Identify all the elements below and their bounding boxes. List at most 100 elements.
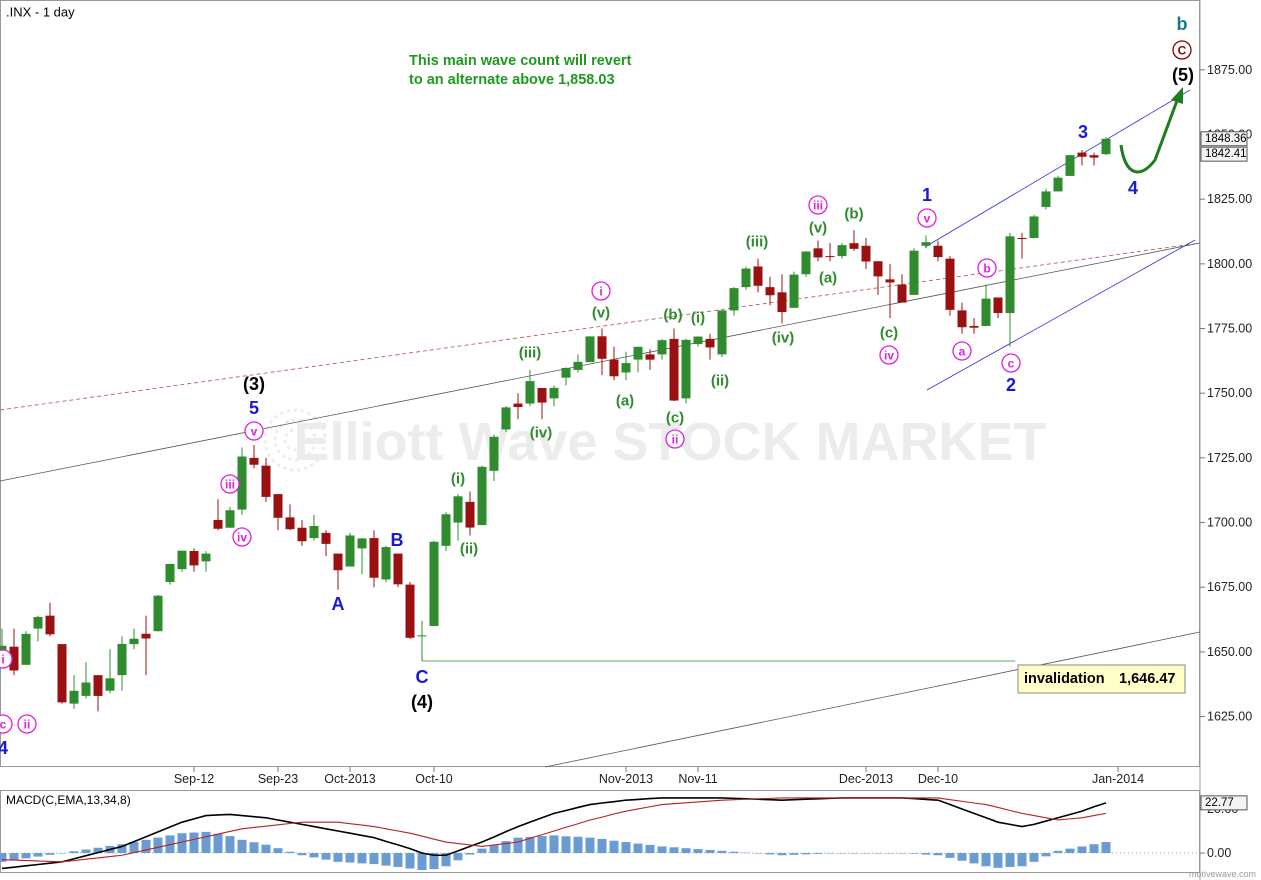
wave-label: (v) — [809, 220, 827, 237]
candle-body — [597, 336, 607, 359]
wave-label: (3) — [243, 374, 265, 394]
histogram-bar — [129, 842, 139, 854]
wave-label: (c) — [880, 325, 898, 342]
histogram-bar — [609, 840, 619, 854]
candle-body — [321, 532, 331, 544]
wave-label: 4 — [0, 738, 8, 758]
annotation-circle — [665, 429, 685, 449]
histogram-bar — [237, 839, 247, 854]
last-price: 1848.36 — [1205, 133, 1247, 145]
candle-body — [21, 633, 31, 665]
wave-label: 2 — [1006, 375, 1016, 395]
histogram-bar — [309, 853, 319, 858]
candle-body — [849, 243, 859, 249]
annotation-circle — [244, 421, 264, 441]
histogram-bar — [693, 849, 703, 854]
candle-body — [273, 494, 283, 518]
y-tick-label: 0.00 — [1207, 846, 1231, 860]
histogram-bar — [1017, 853, 1027, 867]
candle-body — [633, 346, 643, 360]
x-tick-label: Nov-11 — [678, 772, 717, 786]
candle-body — [621, 363, 631, 373]
candle-body — [921, 242, 931, 246]
histogram-bar — [801, 853, 811, 855]
candle-body — [333, 553, 343, 571]
wave-label: (b) — [844, 206, 863, 223]
x-tick-label: Oct-2013 — [324, 772, 375, 786]
candle-body — [357, 538, 367, 549]
channel-upper — [924, 89, 1191, 248]
candle-body — [9, 646, 19, 671]
open-price-box — [1200, 146, 1248, 162]
annotation-circle — [808, 195, 828, 215]
histogram-bar — [741, 852, 751, 854]
histogram-bar — [477, 848, 487, 854]
macd-title: MACD(C,EMA,13,34,8) — [6, 793, 131, 807]
candle-body — [81, 682, 91, 696]
y-tick-label: 1750.00 — [1207, 386, 1252, 400]
wave-label: (b) — [663, 307, 682, 324]
wave-label: C — [416, 667, 429, 687]
histogram-bar — [465, 853, 475, 855]
histogram-bar — [549, 835, 559, 854]
wave-label: a — [959, 345, 966, 359]
annotation-circle — [220, 474, 240, 494]
histogram-bar — [717, 850, 727, 854]
wave-label: (a) — [616, 393, 634, 410]
y-tick-label: 1650.00 — [1207, 645, 1252, 659]
wave-label: i — [599, 285, 602, 299]
histogram-bar — [81, 849, 91, 854]
histogram-bar — [441, 853, 451, 867]
footer: motivewave.com — [1189, 869, 1256, 879]
candle-body — [1029, 216, 1039, 238]
histogram-bar — [93, 847, 103, 854]
invalidation-box — [1017, 664, 1186, 694]
histogram-bar — [369, 853, 379, 865]
annotation-circle — [17, 714, 37, 734]
histogram-bar — [945, 853, 955, 858]
histogram-bar — [225, 836, 235, 854]
candle-body — [345, 535, 355, 567]
histogram-bar — [249, 842, 259, 854]
histogram-bar — [933, 853, 943, 856]
histogram-bar — [789, 853, 799, 855]
histogram-bar — [633, 843, 643, 854]
candle-body — [1101, 138, 1111, 155]
wave-label: v — [251, 425, 258, 439]
histogram-bar — [1041, 853, 1051, 857]
candle-body — [513, 403, 523, 408]
x-tick-label: Oct-10 — [415, 772, 453, 786]
histogram-bar — [705, 849, 715, 854]
histogram-bar — [261, 844, 271, 854]
candle-body — [561, 367, 571, 378]
y-tick-label: 1825.00 — [1207, 192, 1252, 206]
y-tick-label: 1875.00 — [1207, 63, 1252, 77]
wave-label: iv — [884, 349, 894, 363]
candle-body — [45, 615, 55, 635]
histogram-bar — [993, 853, 1003, 868]
histogram-bar — [1065, 848, 1075, 854]
arrow-head — [1171, 87, 1183, 104]
macd-value-box — [1200, 795, 1248, 811]
candle-body — [549, 387, 559, 399]
candle-body — [189, 550, 199, 566]
candle-body — [1089, 155, 1099, 158]
wave-label: 4 — [1128, 178, 1138, 198]
wave-label: (iii) — [519, 345, 542, 362]
histogram-bar — [57, 853, 67, 854]
candle-body — [417, 635, 427, 637]
candle-body — [1005, 236, 1015, 314]
candle-body — [285, 517, 295, 530]
candle-body — [873, 261, 883, 277]
candle-body — [249, 457, 259, 465]
note: to an alternate above 1,858.03 — [409, 72, 615, 88]
candle-body — [261, 465, 271, 497]
wave-label: A — [332, 594, 345, 614]
wave-label: (ii) — [460, 541, 478, 558]
x-tick-label: Nov-2013 — [599, 772, 653, 786]
candle-body — [741, 268, 751, 288]
histogram-bar — [537, 836, 547, 854]
candle-body — [657, 340, 667, 355]
macd-line — [1, 797, 1107, 870]
macd-value: 22.77 — [1205, 797, 1234, 809]
